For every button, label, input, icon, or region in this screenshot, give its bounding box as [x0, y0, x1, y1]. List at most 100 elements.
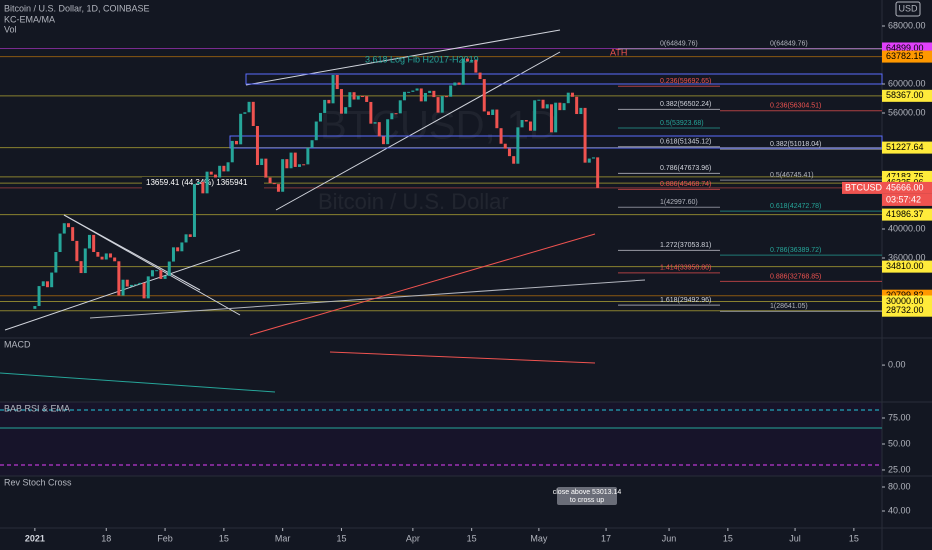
candle: [188, 234, 192, 237]
candle: [407, 91, 411, 93]
price-tag-label: 28732.00: [886, 305, 924, 315]
fib-label: 0.618(42472.78): [770, 203, 821, 210]
price-tag-label: 64899.00: [886, 43, 924, 53]
candle: [352, 92, 356, 100]
candle: [234, 140, 238, 145]
candle: [377, 122, 381, 137]
trendline: [89, 279, 646, 319]
candle: [230, 140, 234, 163]
x-tick-label: 15: [467, 533, 477, 543]
x-tick-label: Jul: [789, 533, 801, 543]
price-tag: [882, 260, 932, 273]
candle: [318, 112, 322, 122]
candle: [205, 171, 209, 194]
price-tag-label: 51227.64: [886, 142, 924, 152]
candle: [79, 261, 83, 274]
trendline: [275, 51, 561, 211]
x-tick-label: May: [530, 533, 548, 543]
candle: [428, 90, 432, 93]
candle: [54, 252, 58, 273]
candle: [285, 159, 289, 169]
candle: [41, 281, 45, 287]
candle: [218, 165, 222, 178]
candle: [96, 252, 100, 257]
candle: [533, 100, 537, 131]
trendline: [245, 29, 561, 86]
candle: [213, 174, 217, 178]
note: to cross up: [570, 497, 604, 504]
candle: [558, 102, 562, 111]
candle: [184, 234, 188, 243]
fib-label: 0.618(51345.12): [660, 139, 711, 146]
candle: [75, 240, 79, 262]
fib-label: 0.382(51018.04): [770, 141, 821, 148]
candle: [58, 233, 62, 253]
candle: [222, 165, 226, 172]
fib-label: 1.272(37053.81): [660, 242, 711, 249]
candle: [579, 107, 583, 115]
candle: [570, 92, 574, 97]
indicator-title: BAB RSI & EMA: [4, 403, 70, 413]
candle: [142, 282, 146, 299]
candle: [591, 157, 595, 159]
candle: [50, 272, 54, 288]
y-tick-label: 0.00: [888, 359, 906, 369]
candle: [171, 247, 175, 262]
candle: [37, 286, 41, 307]
price-tag: [882, 304, 932, 317]
candle: [478, 72, 482, 80]
countdown: 03:57:42: [886, 194, 921, 204]
candle: [150, 270, 154, 277]
fib-label: 0.886(45468.74): [660, 181, 711, 188]
trendline: [63, 214, 201, 291]
candle: [495, 109, 499, 129]
candle: [453, 82, 457, 86]
candle: [306, 147, 310, 165]
fib-label: 0.5(46745.41): [770, 172, 814, 179]
candle: [297, 164, 301, 167]
currency[interactable]: USD: [898, 3, 918, 13]
candle: [491, 109, 495, 115]
candle: [276, 184, 280, 192]
candle: [100, 256, 104, 260]
price-tag: [882, 208, 932, 221]
candle: [92, 234, 96, 253]
fib-label: 0(64849.76): [660, 41, 698, 48]
candle: [331, 74, 335, 104]
candle: [541, 99, 545, 109]
candle: [482, 79, 486, 112]
candle: [243, 112, 247, 114]
candle: [180, 242, 184, 252]
x-tick-label: 15: [849, 533, 859, 543]
candle: [62, 223, 66, 234]
candle: [33, 306, 37, 309]
candle: [587, 158, 591, 163]
candle: [87, 234, 91, 249]
candle: [365, 96, 369, 102]
annotation: 3.618 Log Fib H2017-H2019: [365, 54, 479, 64]
candle: [348, 92, 352, 108]
annotation: ATH: [610, 47, 627, 57]
candle: [314, 121, 318, 141]
candle: [369, 101, 373, 124]
price-tag-label: 30799.82: [886, 290, 924, 300]
candle: [516, 127, 520, 164]
currency-box[interactable]: [895, 1, 921, 17]
price-tag: [882, 295, 932, 308]
candle: [310, 140, 314, 148]
candle: [71, 227, 75, 241]
candle: [554, 102, 558, 133]
candle: [415, 88, 419, 91]
candle: [503, 143, 507, 149]
candle: [226, 162, 230, 172]
header-indicator: Vol: [4, 24, 17, 34]
y-tick-label: 40.00: [888, 505, 911, 515]
candle: [537, 99, 541, 101]
candle: [390, 113, 394, 120]
candle: [323, 99, 327, 113]
note: close above 53013.14: [553, 489, 622, 496]
y-tick-label: 80.00: [888, 481, 911, 491]
candle: [449, 85, 453, 97]
annotation: 13659.41 (44.34%) 1365941: [146, 178, 248, 187]
candle: [268, 177, 272, 184]
